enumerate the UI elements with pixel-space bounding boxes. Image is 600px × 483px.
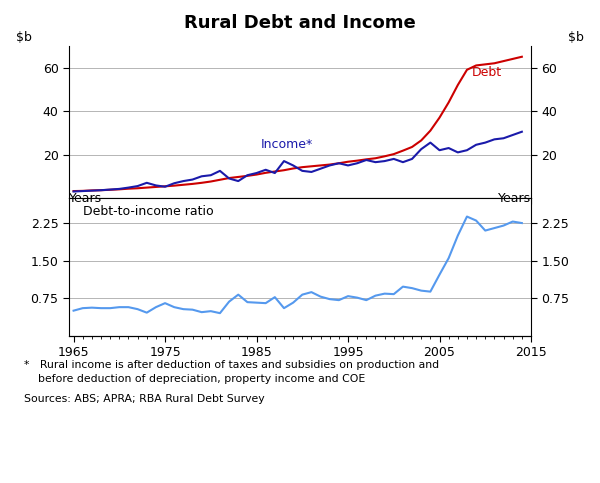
Text: Sources: ABS; APRA; RBA Rural Debt Survey: Sources: ABS; APRA; RBA Rural Debt Surve…	[24, 394, 265, 404]
Text: Income*: Income*	[261, 138, 313, 151]
Text: $b: $b	[568, 31, 584, 44]
Text: before deduction of depreciation, property income and COE: before deduction of depreciation, proper…	[24, 374, 365, 384]
Text: Rural Debt and Income: Rural Debt and Income	[184, 14, 416, 32]
Text: Debt: Debt	[472, 66, 502, 79]
Text: Debt-to-income ratio: Debt-to-income ratio	[83, 204, 214, 217]
Text: Years: Years	[69, 192, 102, 204]
Text: *   Rural income is after deduction of taxes and subsidies on production and: * Rural income is after deduction of tax…	[24, 360, 439, 370]
Text: $b: $b	[16, 31, 32, 44]
Text: Years: Years	[498, 192, 531, 204]
